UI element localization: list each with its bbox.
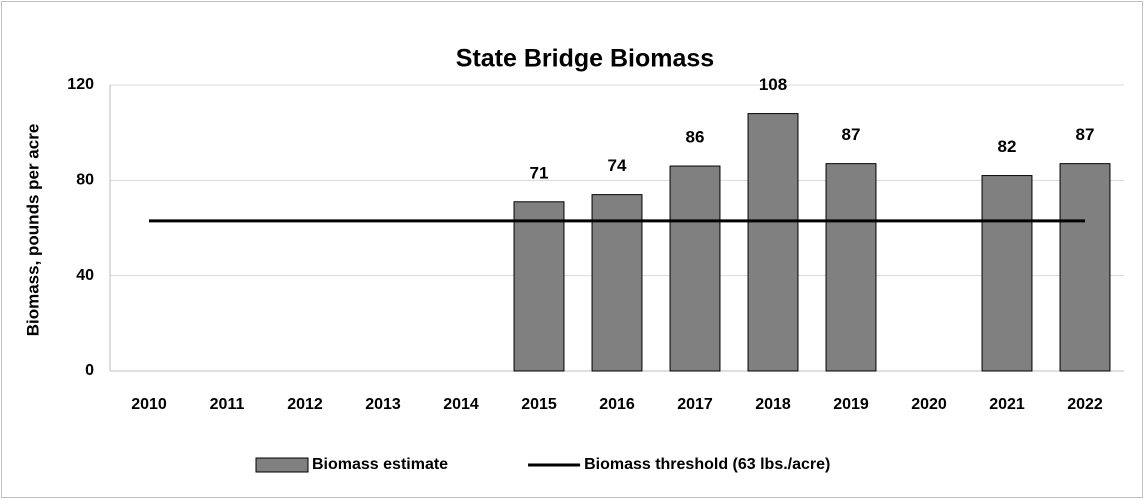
- data-label: 87: [1076, 125, 1095, 144]
- x-tick-label: 2019: [833, 396, 869, 413]
- x-tick-label: 2016: [599, 396, 635, 413]
- data-label: 86: [686, 128, 705, 147]
- bar: [825, 163, 877, 372]
- x-tick-label: 2011: [210, 396, 245, 413]
- legend-swatch: [255, 457, 309, 473]
- data-label: 87: [842, 125, 861, 144]
- chart-title: State Bridge Biomass: [456, 45, 714, 73]
- y-tick-label: 80: [76, 172, 94, 189]
- x-tick-label: 2018: [755, 396, 791, 413]
- legend-label: Biomass estimate: [312, 456, 448, 473]
- bar: [981, 175, 1033, 372]
- data-label: 71: [530, 163, 549, 182]
- x-tick-label: 2015: [521, 396, 557, 413]
- y-tick-label: 120: [67, 76, 94, 93]
- x-tick-label: 2021: [989, 396, 1025, 413]
- y-tick-label: 0: [85, 362, 94, 379]
- x-tick-label: 2020: [911, 396, 947, 413]
- data-label: 82: [998, 137, 1017, 156]
- legend-label: Biomass threshold (63 lbs./acre): [584, 456, 830, 473]
- x-tick-label: 2017: [677, 396, 713, 413]
- bar: [669, 165, 721, 372]
- bar: [1059, 163, 1111, 372]
- x-tick-label: 2012: [287, 396, 323, 413]
- bar: [591, 194, 643, 372]
- bar: [513, 201, 565, 372]
- x-tick-label: 2013: [365, 396, 401, 413]
- data-label: 74: [608, 156, 627, 175]
- x-tick-label: 2010: [131, 396, 167, 413]
- y-tick-label: 40: [76, 267, 94, 284]
- bar: [747, 113, 799, 372]
- x-tick-label: 2014: [443, 396, 479, 413]
- x-tick-label: 2022: [1067, 396, 1103, 413]
- y-axis-label: Biomass, pounds per acre: [23, 124, 42, 337]
- data-label: 108: [759, 75, 787, 94]
